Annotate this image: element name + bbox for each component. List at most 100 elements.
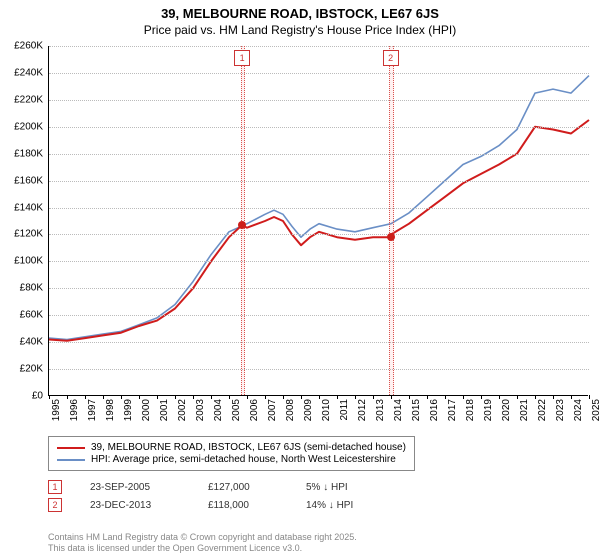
gridline (49, 315, 589, 316)
sales-row-1: 1 23-SEP-2005 £127,000 5% ↓ HPI (48, 480, 396, 494)
gridline (49, 181, 589, 182)
x-tick (481, 395, 482, 399)
y-tick-label: £40K (0, 337, 43, 348)
x-tick (49, 395, 50, 399)
x-tick (265, 395, 266, 399)
x-tick (319, 395, 320, 399)
y-tick-label: £120K (0, 229, 43, 240)
title-block: 39, MELBOURNE ROAD, IBSTOCK, LE67 6JS Pr… (0, 0, 600, 37)
x-tick-label: 2009 (303, 399, 314, 421)
title-subtitle: Price paid vs. HM Land Registry's House … (0, 23, 600, 37)
x-tick (355, 395, 356, 399)
x-tick-label: 2013 (375, 399, 386, 421)
chart-lines (49, 46, 589, 396)
y-tick-label: £180K (0, 148, 43, 159)
legend-item-hpi: HPI: Average price, semi-detached house,… (57, 454, 406, 465)
sale-point-1 (238, 221, 246, 229)
x-tick (517, 395, 518, 399)
x-tick (283, 395, 284, 399)
x-tick (247, 395, 248, 399)
x-tick (85, 395, 86, 399)
x-tick (391, 395, 392, 399)
y-tick-label: £20K (0, 364, 43, 375)
x-tick (157, 395, 158, 399)
legend-item-property: 39, MELBOURNE ROAD, IBSTOCK, LE67 6JS (s… (57, 442, 406, 453)
sale-marker-2: 2 (383, 50, 399, 66)
x-tick-label: 1995 (51, 399, 62, 421)
x-tick-label: 2007 (267, 399, 278, 421)
x-tick-label: 2012 (357, 399, 368, 421)
gridline (49, 288, 589, 289)
y-tick-label: £160K (0, 175, 43, 186)
x-tick-label: 2004 (213, 399, 224, 421)
y-tick-label: £140K (0, 202, 43, 213)
x-tick (553, 395, 554, 399)
x-tick (589, 395, 590, 399)
x-tick-label: 1998 (105, 399, 116, 421)
gridline (49, 234, 589, 235)
legend: 39, MELBOURNE ROAD, IBSTOCK, LE67 6JS (s… (48, 436, 415, 471)
x-tick-label: 1999 (123, 399, 134, 421)
legend-label-property: 39, MELBOURNE ROAD, IBSTOCK, LE67 6JS (s… (91, 442, 406, 453)
x-tick-label: 2020 (501, 399, 512, 421)
x-tick (571, 395, 572, 399)
y-tick-label: £100K (0, 256, 43, 267)
x-tick-label: 2000 (141, 399, 152, 421)
x-tick-label: 2023 (555, 399, 566, 421)
sales-index-1: 1 (48, 480, 62, 494)
x-tick (337, 395, 338, 399)
legend-label-hpi: HPI: Average price, semi-detached house,… (91, 454, 396, 465)
x-tick-label: 1996 (69, 399, 80, 421)
x-tick-label: 2017 (447, 399, 458, 421)
gridline (49, 208, 589, 209)
y-tick-label: £200K (0, 121, 43, 132)
y-tick-label: £60K (0, 310, 43, 321)
y-tick-label: £80K (0, 283, 43, 294)
x-tick-label: 2025 (591, 399, 600, 421)
x-tick-label: 2005 (231, 399, 242, 421)
gridline (49, 73, 589, 74)
sale-marker-1: 1 (234, 50, 250, 66)
x-tick-label: 2006 (249, 399, 260, 421)
x-tick (139, 395, 140, 399)
y-tick-label: £220K (0, 94, 43, 105)
chart-container: 39, MELBOURNE ROAD, IBSTOCK, LE67 6JS Pr… (0, 0, 600, 560)
sales-hpi-2: 14% ↓ HPI (306, 500, 396, 511)
x-tick (535, 395, 536, 399)
x-tick-label: 2010 (321, 399, 332, 421)
x-tick-label: 2019 (483, 399, 494, 421)
gridline (49, 100, 589, 101)
sales-row-2: 2 23-DEC-2013 £118,000 14% ↓ HPI (48, 498, 396, 512)
sales-table: 1 23-SEP-2005 £127,000 5% ↓ HPI 2 23-DEC… (48, 480, 396, 516)
footnote-line2: This data is licensed under the Open Gov… (48, 543, 357, 554)
gridline (49, 127, 589, 128)
x-tick (175, 395, 176, 399)
gridline (49, 46, 589, 47)
x-tick-label: 2001 (159, 399, 170, 421)
x-tick-label: 2003 (195, 399, 206, 421)
y-tick-label: £260K (0, 41, 43, 52)
sales-date-2: 23-DEC-2013 (90, 500, 180, 511)
y-tick-label: £0 (0, 391, 43, 402)
plot-region: 12 (48, 46, 588, 396)
x-tick (229, 395, 230, 399)
x-tick-label: 2008 (285, 399, 296, 421)
sales-index-2: 2 (48, 498, 62, 512)
sales-price-2: £118,000 (208, 500, 278, 511)
x-tick-label: 2011 (339, 399, 350, 421)
x-tick (427, 395, 428, 399)
x-tick-label: 2014 (393, 399, 404, 421)
x-tick-label: 2022 (537, 399, 548, 421)
x-tick (121, 395, 122, 399)
legend-swatch-property (57, 447, 85, 449)
sales-price-1: £127,000 (208, 482, 278, 493)
x-tick-label: 1997 (87, 399, 98, 421)
x-tick (193, 395, 194, 399)
x-tick (103, 395, 104, 399)
x-tick (409, 395, 410, 399)
chart-area: 12 £0£20K£40K£60K£80K£100K£120K£140K£160… (48, 46, 588, 396)
sales-hpi-1: 5% ↓ HPI (306, 482, 396, 493)
x-tick-label: 2002 (177, 399, 188, 421)
sales-date-1: 23-SEP-2005 (90, 482, 180, 493)
x-tick (301, 395, 302, 399)
